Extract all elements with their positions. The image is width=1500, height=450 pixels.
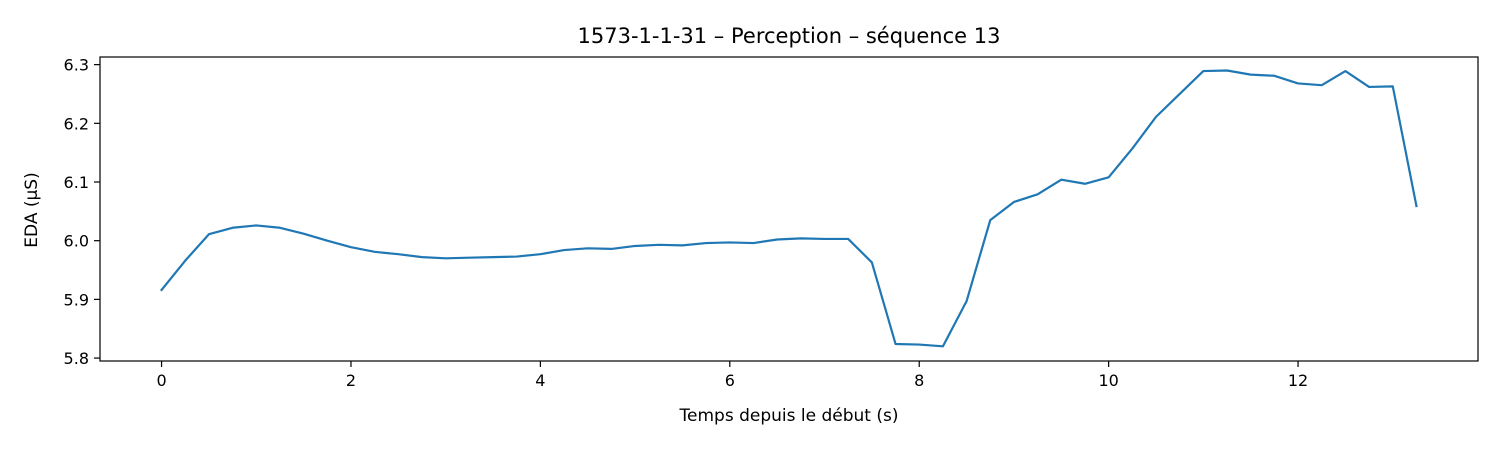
x-tick-label: 6 [725, 371, 735, 390]
x-axis-label: Temps depuis le début (s) [679, 406, 899, 426]
x-tick-label: 8 [914, 371, 924, 390]
y-tick-label: 6.2 [64, 114, 89, 133]
y-tick-label: 6.0 [64, 232, 89, 251]
x-tick-label: 0 [156, 371, 166, 390]
y-tick-label: 6.1 [64, 173, 89, 192]
y-axis-label: EDA (µS) [22, 172, 42, 247]
plot-frame [99, 56, 1479, 362]
y-tick-label: 5.8 [64, 349, 89, 368]
x-tick-label: 4 [535, 371, 545, 390]
chart-title: 1573-1-1-31 – Perception – séquence 13 [578, 24, 1001, 48]
x-tick-label: 10 [1098, 371, 1118, 390]
x-tick-label: 12 [1288, 371, 1308, 390]
x-tick-label: 2 [346, 371, 356, 390]
y-tick-label: 6.3 [64, 56, 89, 75]
series-line [160, 69, 1418, 348]
plot-area [99, 56, 1479, 362]
y-tick-label: 5.9 [64, 290, 89, 309]
axis-ticks: 0 2 4 6 8 10 12 5.8 5.9 6.0 6.1 6.2 6.3 [64, 56, 1309, 390]
